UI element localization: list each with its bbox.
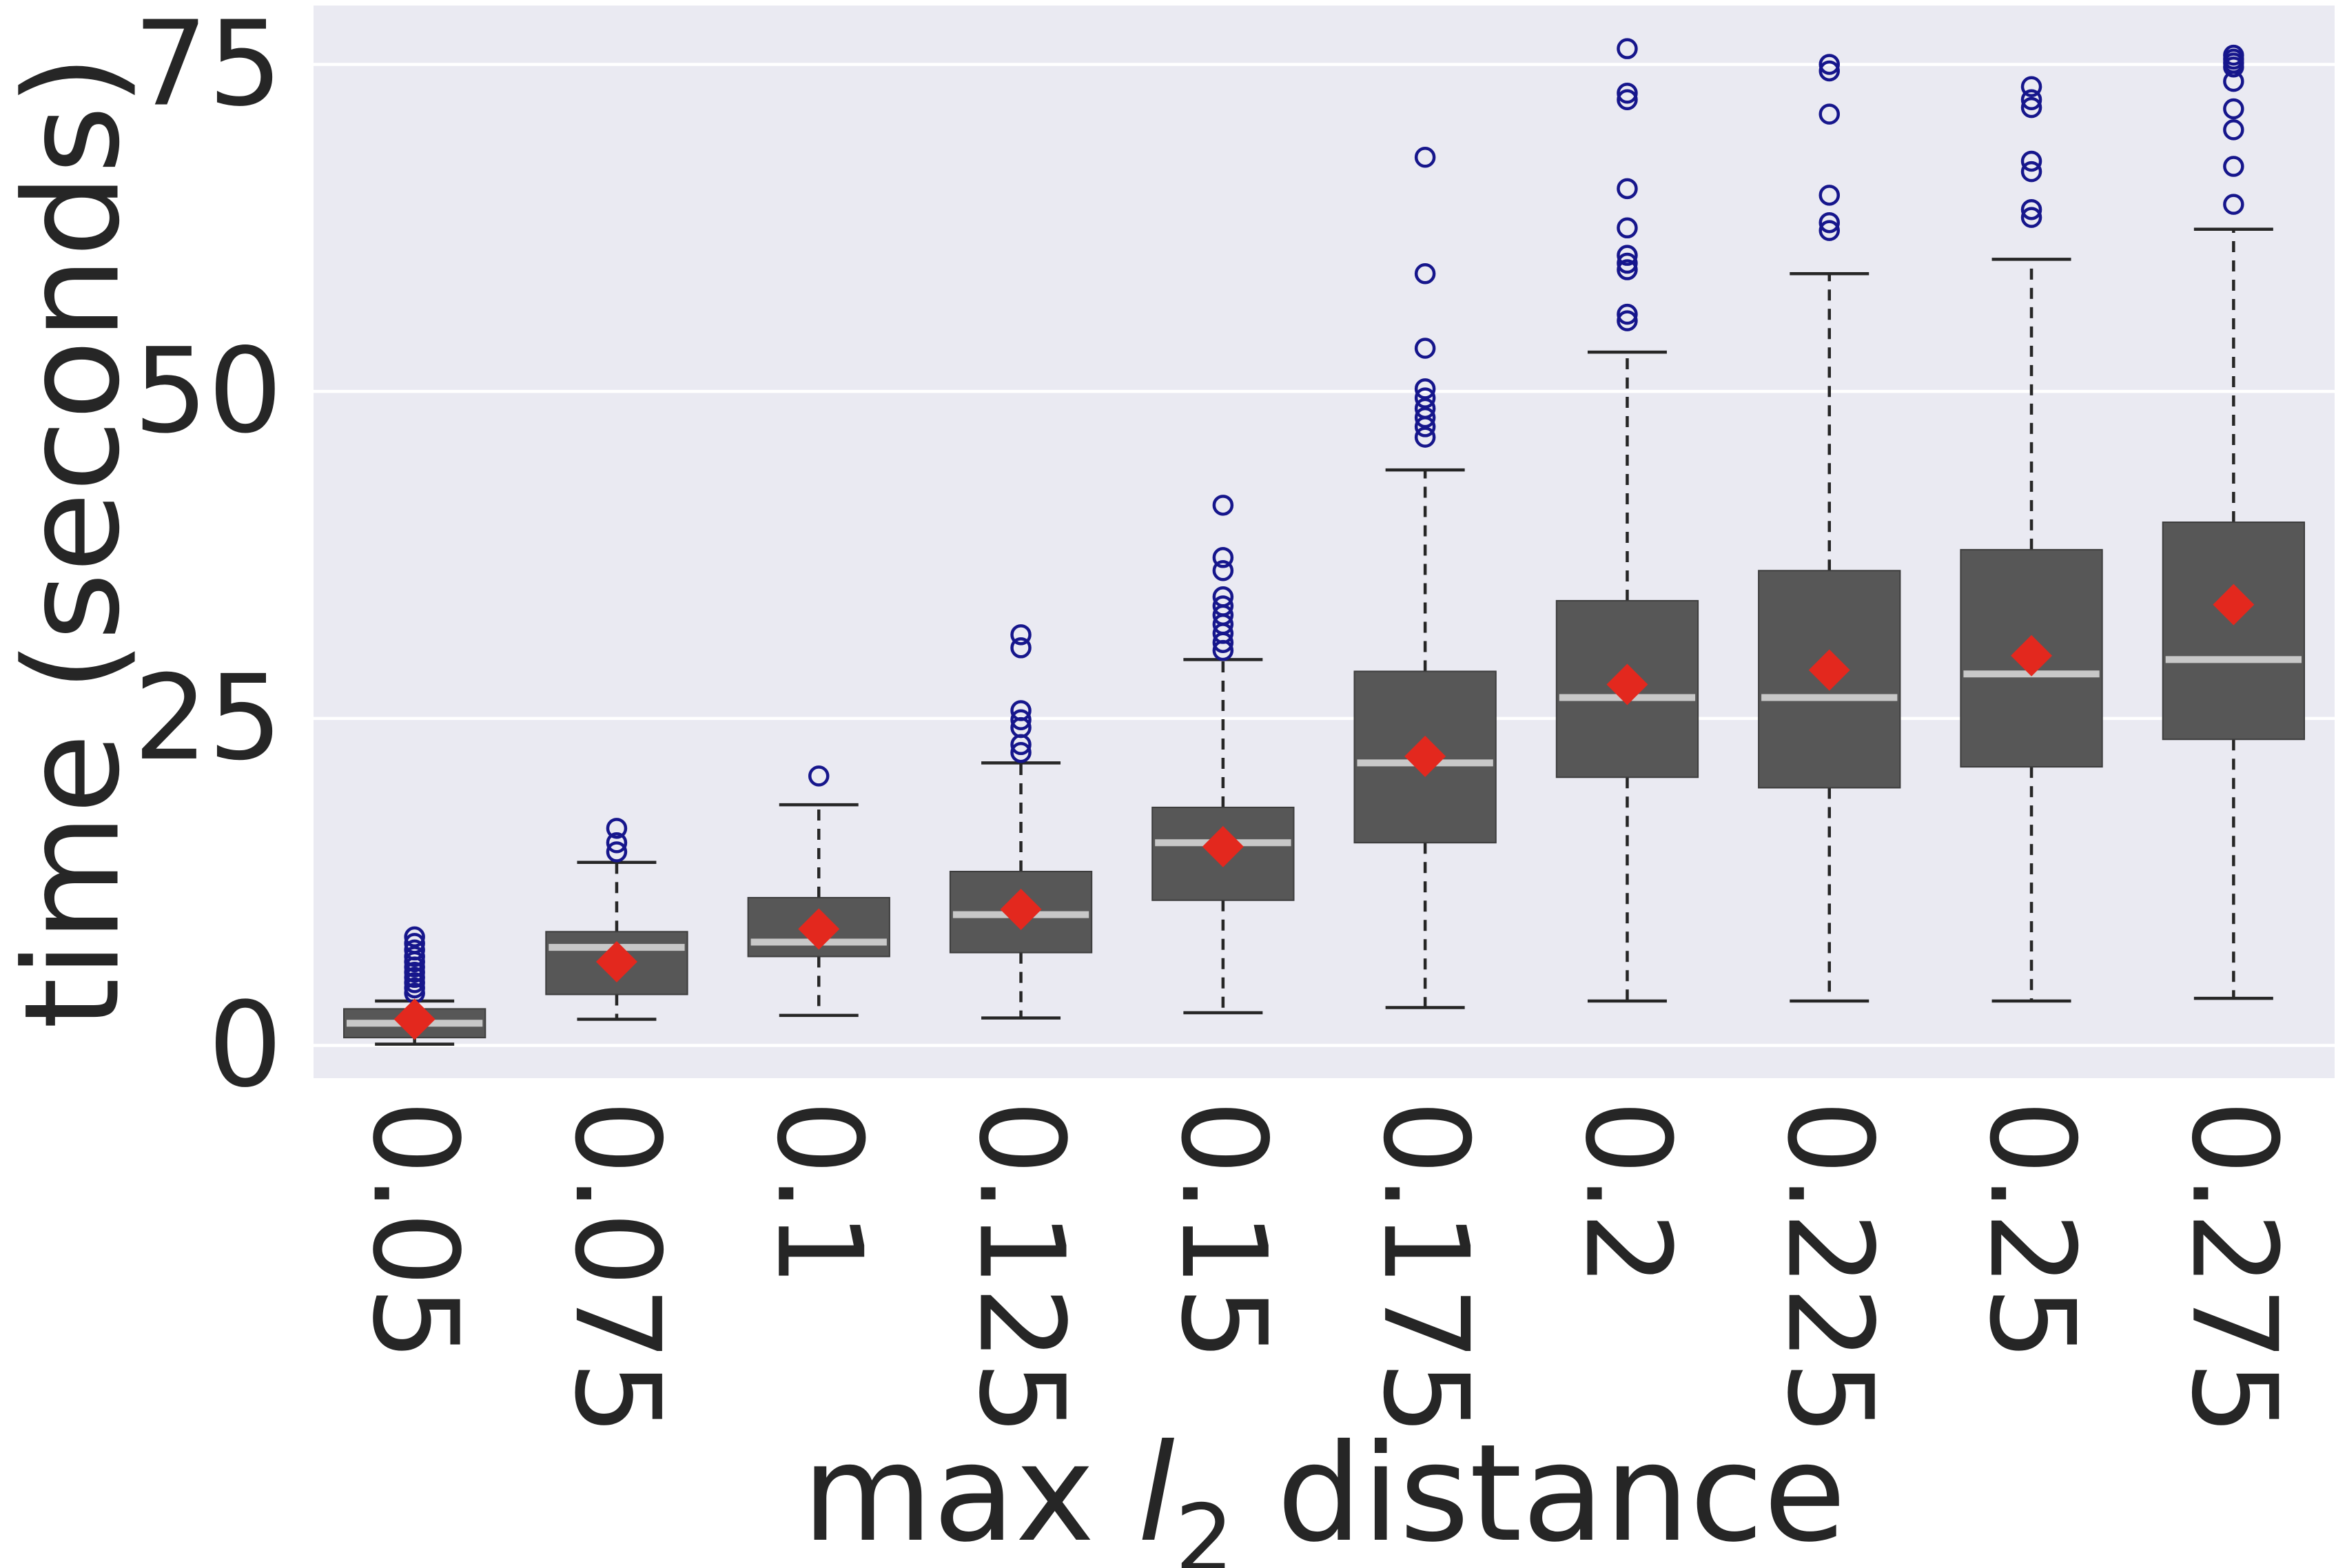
outlier-point [1010,624,1032,646]
outlier-point [1617,245,1638,266]
outlier-point [1212,560,1234,581]
y-axis-label: time (seconds) [0,54,149,1029]
outlier-point [1414,378,1436,400]
outlier-point [1212,547,1234,568]
outlier-point [1617,303,1638,325]
outlier-point [2223,98,2244,120]
outlier-point [1010,700,1032,721]
outlier-point [1818,103,1840,125]
outlier-point [404,926,425,948]
y-tick-label: 25 [134,650,283,787]
outlier-point [1617,259,1638,280]
outlier-point [1818,212,1840,234]
outlier-point [606,841,628,863]
mean-marker [1404,735,1446,777]
outlier-point [1010,637,1032,659]
outlier-point [2223,44,2244,66]
outlier-point [2020,150,2042,172]
x-tick-label: 0.1 [750,1100,887,1286]
outlier-point [808,765,830,787]
mean-marker [595,941,637,983]
outlier-point [1212,595,1234,617]
outlier-point [1617,217,1638,239]
outlier-point [1414,263,1436,285]
y-tick-label: 50 [134,323,283,460]
outlier-point [1617,38,1638,59]
outlier-point [606,832,628,854]
outlier-point [1414,398,1436,420]
y-tick-label: 0 [208,978,283,1114]
outlier-point [1818,185,1840,206]
outlier-point [1414,426,1436,448]
outlier-point [2020,198,2042,220]
x-tick-label: 0.125 [953,1100,1089,1436]
x-tick-label: 0.225 [1761,1100,1898,1436]
outlier-point [1212,586,1234,608]
outlier-point [1414,338,1436,359]
outlier-point [2020,89,2042,110]
mean-marker [2011,635,2053,677]
outlier-point [2223,194,2244,215]
x-tick-label: 0.15 [1155,1100,1291,1361]
outlier-point [1010,741,1032,763]
outlier-point [1818,220,1840,241]
outlier-point [2223,156,2244,177]
outlier-point [2020,76,2042,97]
plot-background [314,6,2335,1078]
x-tick-label: 0.05 [347,1100,483,1361]
outlier-point [404,946,425,967]
x-tick-label: 0.075 [549,1100,685,1436]
mean-marker [393,998,436,1040]
outlier-point [1414,387,1436,409]
outlier-point [1617,82,1638,104]
mean-marker [1202,825,1244,867]
outlier-point [1010,709,1032,730]
outlier-point [1617,178,1638,200]
mean-marker [1000,889,1042,931]
mean-marker [1808,649,1850,691]
x-tick-label: 0.275 [2165,1100,2302,1436]
outlier-point [1617,89,1638,110]
outlier-point [404,933,425,954]
outlier-point [404,939,425,961]
outlier-point [1212,495,1234,516]
mean-marker [798,908,840,950]
x-tick-label: 0.25 [1963,1100,2100,1361]
outlier-point [1617,310,1638,331]
outlier-point [1818,60,1840,82]
x-tick-label: 0.2 [1559,1100,1695,1286]
outlier-point [2020,161,2042,183]
outlier-point [2020,207,2042,228]
y-tick-label: 75 [134,0,283,132]
x-axis-label: max l2 distance [802,1415,1846,1568]
outlier-point [1414,406,1436,429]
outlier-point [1818,54,1840,75]
mean-marker [1606,663,1648,705]
outlier-point [1414,147,1436,168]
box [2162,522,2306,741]
outlier-point [1617,252,1638,274]
mean-marker [2213,584,2255,626]
outlier-point [2020,96,2042,118]
outlier-point [2223,119,2244,141]
outlier-point [606,818,628,839]
x-tick-label: 0.175 [1357,1100,1493,1436]
